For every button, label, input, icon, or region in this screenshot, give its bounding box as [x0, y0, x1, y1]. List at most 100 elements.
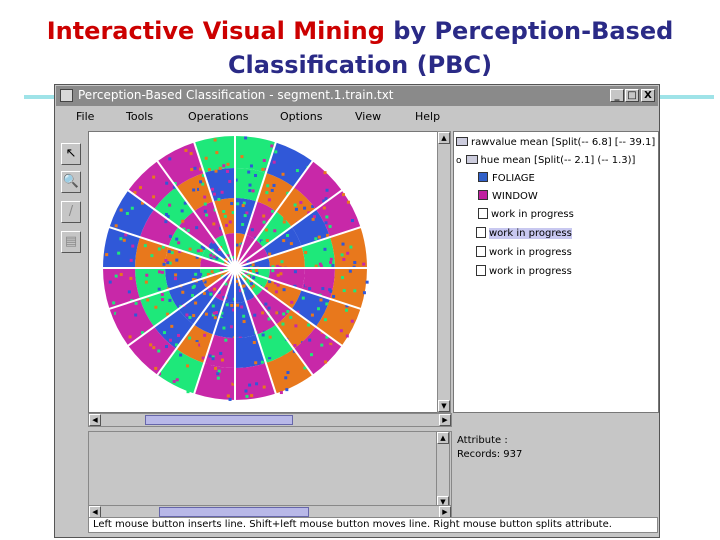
zoom-tool-button[interactable]: 🔍 — [61, 171, 81, 193]
pixel-dot — [186, 377, 190, 381]
pixel-dot — [119, 272, 123, 276]
pixel-dot — [264, 228, 268, 232]
pixel-dot — [177, 333, 181, 337]
pixel-dot — [267, 306, 271, 310]
segment-divider — [234, 225, 363, 269]
pixel-dot — [242, 314, 246, 318]
pixel-dot — [110, 254, 114, 258]
pixel-dot — [215, 256, 219, 260]
pixel-dot — [168, 338, 172, 342]
pixel-dot — [222, 295, 226, 299]
menu-file[interactable]: File — [76, 110, 95, 123]
pixel-dot — [315, 187, 319, 191]
menu-tools[interactable]: Tools — [126, 110, 154, 123]
close-button[interactable]: X — [641, 89, 655, 102]
pixel-dot — [339, 329, 343, 333]
pointer-tool-button[interactable]: ↖ — [61, 143, 81, 165]
pixel-dot — [290, 160, 294, 164]
pixel-dot — [216, 372, 220, 376]
pixel-dot — [203, 333, 207, 337]
pixel-dot — [146, 298, 150, 302]
pixel-dot — [295, 169, 299, 173]
expand-toggle-icon[interactable]: o — [456, 156, 462, 166]
grid-tool-button[interactable]: ▤ — [61, 231, 81, 253]
pixel-dot — [222, 326, 226, 330]
segment-region — [194, 363, 235, 400]
pixel-dot — [201, 278, 205, 282]
pixel-dot — [202, 246, 206, 250]
pixel-dot — [252, 341, 256, 345]
pixel-dot — [168, 157, 172, 161]
pixel-dot — [128, 335, 132, 339]
pixel-dot — [125, 228, 129, 232]
pixel-dot — [243, 277, 247, 281]
maximize-button[interactable]: □ — [625, 89, 639, 102]
tree-leaf-window[interactable]: WINDOW — [478, 189, 538, 205]
pixel-dot — [192, 188, 196, 192]
split-tool-button[interactable]: / — [61, 201, 81, 223]
menu-options[interactable]: Options — [280, 110, 323, 123]
pixel-dot — [164, 201, 168, 205]
pixel-dot — [303, 186, 307, 190]
pixel-dot — [228, 397, 232, 401]
window-titlebar[interactable]: Perception-Based Classification - segmen… — [56, 86, 658, 106]
tree-node-work-in-progress[interactable]: work in progress — [478, 207, 574, 223]
pixel-dot — [362, 262, 366, 266]
pixel-dot — [195, 340, 199, 344]
canvas-vertical-scrollbar[interactable]: ▲ ▼ — [437, 131, 451, 413]
pixel-dot — [178, 249, 182, 253]
pixel-dot — [308, 287, 312, 291]
menu-view[interactable]: View — [355, 110, 382, 123]
pixel-dot — [365, 280, 369, 284]
scroll-left-arrow[interactable]: ◀ — [89, 414, 101, 426]
pixel-dot — [220, 358, 224, 362]
horizontal-scroll-thumb[interactable] — [159, 507, 309, 517]
bottom-vertical-scrollbar[interactable]: ▲ ▼ — [436, 431, 450, 509]
pixel-dot — [228, 297, 232, 301]
pixel-dot — [162, 262, 166, 266]
pixel-dot — [292, 352, 296, 356]
pixel-dot — [180, 209, 184, 213]
scroll-up-arrow[interactable]: ▲ — [438, 132, 450, 144]
pixel-dot — [217, 208, 221, 212]
scroll-right-arrow[interactable]: ▶ — [439, 414, 451, 426]
minimize-button[interactable]: _ — [610, 89, 624, 102]
pixel-dot — [240, 155, 244, 159]
pixel-dot — [204, 207, 208, 211]
pixel-dot — [152, 335, 156, 339]
pixel-dot — [194, 272, 198, 276]
pixel-dot — [219, 315, 223, 319]
pixel-dot — [213, 316, 217, 320]
segment-region — [235, 301, 257, 338]
pixel-dot — [241, 222, 245, 226]
canvas-horizontal-scrollbar[interactable]: ◀ ▶ — [88, 413, 452, 427]
pixel-dot — [199, 167, 203, 171]
pixel-dot — [244, 389, 248, 393]
tree-node-work-in-progress[interactable]: work in progress — [476, 226, 572, 242]
pixel-dot — [168, 203, 172, 207]
horizontal-scroll-thumb[interactable] — [145, 415, 293, 425]
pixel-dot — [235, 243, 239, 247]
tree-node-hue[interactable]: o hue mean [Split(-- 2.1] (-- 1.3)] — [456, 155, 636, 166]
tree-node-work-in-progress[interactable]: work in progress — [476, 245, 572, 261]
circle-segments-visualization[interactable] — [89, 132, 437, 412]
menu-operations[interactable]: Operations — [188, 110, 249, 123]
tree-node-rawvalue[interactable]: rawvalue mean [Split(-- 6.8] [-- 39.1] (… — [456, 135, 658, 151]
tree-leaf-foliage[interactable]: FOLIAGE — [478, 171, 535, 187]
grid-tool-icon: ▤ — [64, 234, 78, 249]
pixel-dot — [269, 245, 273, 249]
visualization-canvas[interactable] — [88, 131, 438, 413]
pixel-dot — [328, 225, 332, 229]
menu-help[interactable]: Help — [415, 110, 441, 123]
pixel-dot — [341, 276, 345, 280]
scroll-up-arrow[interactable]: ▲ — [437, 432, 449, 444]
window-title: Perception-Based Classification - segmen… — [78, 88, 394, 102]
pixel-dot — [125, 211, 129, 215]
pixel-dot — [271, 265, 275, 269]
pixel-dot — [284, 376, 288, 380]
scroll-down-arrow[interactable]: ▼ — [438, 400, 450, 412]
pixel-dot — [235, 279, 239, 283]
tree-node-work-in-progress[interactable]: work in progress — [476, 264, 572, 280]
decorative-rule-left — [24, 95, 56, 99]
pixel-dot — [247, 274, 251, 278]
